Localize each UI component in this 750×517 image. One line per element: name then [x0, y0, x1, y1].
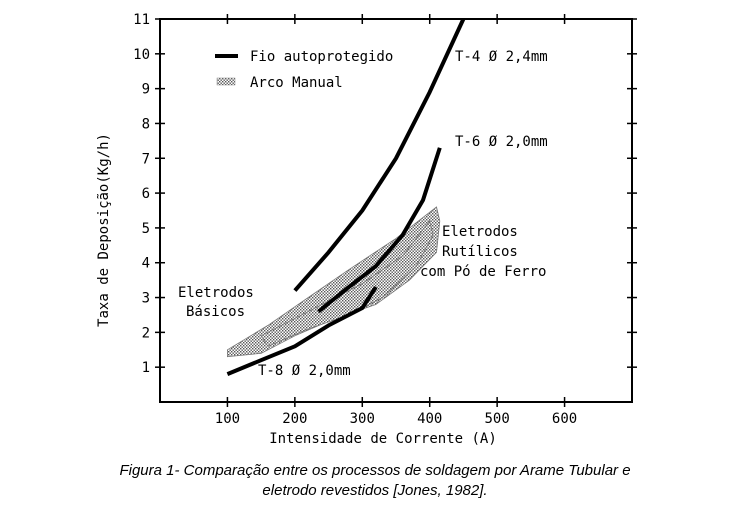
- legend-hatched-swatch: [216, 77, 236, 86]
- fio-autoprotegido-lines: [226, 18, 466, 376]
- y-tick-label: 4: [142, 256, 150, 272]
- x-tick-label: 100: [215, 411, 240, 427]
- y-axis-ticks: 1 2 3 4 5 6 7 8 9 10 11: [133, 12, 637, 376]
- y-tick-label: 6: [142, 186, 150, 202]
- x-axis-title: Intensidade de Corrente (A): [269, 431, 497, 447]
- label-t6: T-6 Ø 2,0mm: [455, 134, 548, 150]
- x-tick-label: 400: [417, 411, 442, 427]
- y-tick-label: 3: [142, 291, 150, 307]
- y-tick-label: 8: [142, 116, 150, 132]
- y-tick-label: 11: [133, 12, 150, 28]
- y-axis-title: Taxa de Deposição(Kg/h): [96, 133, 112, 327]
- y-tick-label: 1: [142, 360, 150, 376]
- y-tick-label: 9: [142, 82, 150, 98]
- label-basicos-1: Eletrodos: [178, 285, 254, 301]
- series-band-4: [260, 219, 434, 347]
- legend-label-arco: Arco Manual: [250, 75, 343, 91]
- label-rutilicos-2: Rutílicos: [442, 244, 518, 260]
- series-line-2: [226, 286, 378, 376]
- legend-label-fio: Fio autoprotegido: [250, 49, 393, 65]
- deposition-rate-chart: 100 200 300 400 500 600 1 2 3 4 5 6 7 8 9 10 11 Fio aut…: [96, 12, 637, 447]
- label-t4: T-4 Ø 2,4mm: [455, 49, 548, 65]
- series-band-3: [226, 206, 441, 358]
- figure-caption: Figura 1- Comparação entre os processos …: [0, 461, 750, 501]
- y-tick-label: 10: [133, 47, 150, 63]
- caption-line-1: Figura 1- Comparação entre os processos …: [119, 462, 631, 479]
- x-tick-label: 600: [552, 411, 577, 427]
- series-line-1: [317, 147, 442, 314]
- label-basicos-2: Básicos: [186, 304, 245, 320]
- label-rutilicos-1: Eletrodos: [442, 224, 518, 240]
- plot-frame: [159, 18, 633, 403]
- y-tick-label: 5: [142, 221, 150, 237]
- label-rutilicos-3: com Pó de Ferro: [420, 264, 546, 280]
- x-axis-ticks: 100 200 300 400 500 600: [215, 14, 577, 427]
- arco-manual-bands: [226, 206, 441, 358]
- series-line-0: [293, 18, 466, 292]
- y-tick-label: 2: [142, 325, 150, 341]
- x-tick-label: 300: [350, 411, 375, 427]
- x-tick-label: 500: [484, 411, 509, 427]
- caption-line-2: eletrodo revestidos [Jones, 1982].: [262, 482, 488, 499]
- label-t8: T-8 Ø 2,0mm: [258, 363, 351, 379]
- x-tick-label: 200: [282, 411, 307, 427]
- y-tick-label: 7: [142, 151, 150, 167]
